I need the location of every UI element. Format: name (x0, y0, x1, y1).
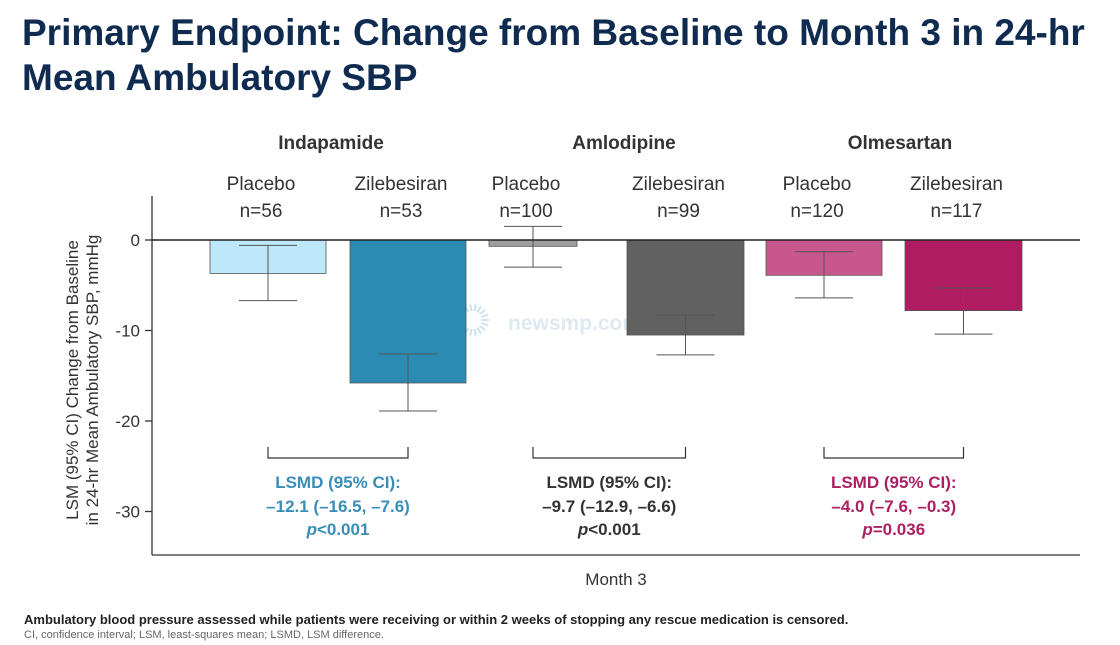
lsmd-bracket (823, 447, 965, 459)
lsmd-label: LSMD (95% CI): (546, 473, 672, 492)
arm-label: Placebo (492, 174, 561, 195)
arm-n-label: n=99 (657, 201, 700, 222)
y-tick-label: -10 (115, 322, 140, 341)
arm-label: Zilebesiran (910, 174, 1003, 195)
p-symbol: p (306, 520, 317, 539)
arm-n-label: n=56 (240, 201, 283, 222)
watermark-text: newsmp.com (508, 312, 641, 335)
watermark-logo-ray (481, 322, 489, 327)
watermark-logo-ray (469, 328, 473, 336)
watermark-logo-ray (476, 305, 482, 313)
p-value-label: p<0.001 (577, 520, 641, 539)
y-axis-label: LSM (95% CI) Change from Baselinein 24-h… (63, 235, 102, 526)
page-title: Primary Endpoint: Change from Baseline t… (22, 12, 1085, 98)
p-symbol: p (577, 520, 588, 539)
p-value-label: p<0.001 (306, 520, 370, 539)
group-title: Amlodipine (572, 133, 675, 154)
watermark-logo-ray (473, 328, 477, 336)
arm-label: Placebo (783, 174, 852, 195)
footnote-abbreviations: CI, confidence interval; LSM, least-squa… (24, 629, 384, 641)
footnote-main: Ambulatory blood pressure assessed while… (24, 612, 849, 627)
watermark-logo-ray (473, 304, 477, 312)
lsmd-bracket (532, 447, 687, 459)
y-tick-label: 0 (131, 231, 140, 250)
arm-n-label: n=53 (380, 201, 423, 222)
arm-n-label: n=100 (499, 201, 552, 222)
watermark-logo-ray (481, 313, 489, 318)
watermark-logo-ray (469, 304, 473, 312)
lsmd-label: LSMD (95% CI): (831, 473, 957, 492)
p-value: <0.001 (317, 520, 369, 539)
y-tick-label: -30 (115, 503, 140, 522)
p-value: <0.001 (588, 520, 640, 539)
arm-n-label: n=117 (931, 201, 983, 222)
arm-label: Zilebesiran (355, 174, 448, 195)
watermark: newsmp.com (457, 304, 641, 336)
arm-n-label: n=120 (790, 201, 843, 222)
lsmd-value: –12.1 (–16.5, –7.6) (266, 497, 410, 516)
group-title: Indapamide (278, 133, 384, 154)
group-title: Olmesartan (848, 133, 953, 154)
p-value: =0.036 (873, 520, 925, 539)
watermark-logo-ray (476, 327, 482, 335)
lsmd-label: LSMD (95% CI): (275, 473, 401, 492)
x-axis-label: Month 3 (585, 570, 646, 589)
p-value-label: p=0.036 (861, 520, 925, 539)
arm-label: Zilebesiran (632, 174, 725, 195)
watermark-logo-ray (479, 308, 486, 316)
lsmd-bracket (267, 447, 409, 459)
arm-label: Placebo (227, 174, 296, 195)
y-axis-label-line2: in 24-hr Mean Ambulatory SBP, mmHg (83, 235, 102, 526)
y-tick-label: -20 (115, 412, 140, 431)
lsmd-value: –4.0 (–7.6, –0.3) (831, 497, 956, 516)
lsmd-value: –9.7 (–12.9, –6.6) (542, 497, 676, 516)
p-symbol: p (861, 520, 872, 539)
y-axis-label-line1: LSM (95% CI) Change from Baseline (63, 240, 82, 520)
watermark-logo-ray (479, 324, 486, 332)
